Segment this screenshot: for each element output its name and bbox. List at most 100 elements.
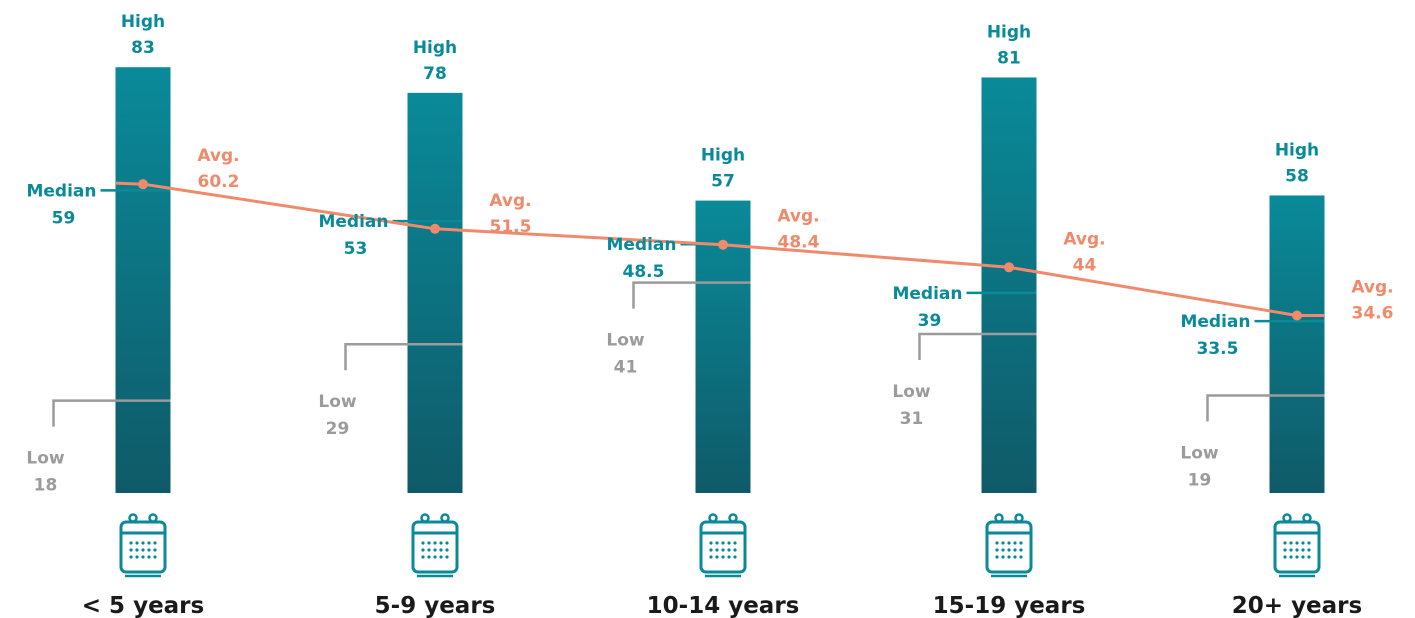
calendar-icon-ring: [1014, 513, 1024, 523]
calendar-icon-dot: [433, 541, 437, 545]
high-value-5-years: 83: [131, 38, 155, 58]
low-bracket-10-14-years: [632, 281, 751, 309]
avg-value-5-9-years: 51.5: [490, 217, 532, 237]
calendar-icon-dot: [727, 541, 731, 545]
category-label-15-19-years: 15-19 years: [933, 593, 1086, 618]
calendar-icon-dot: [141, 555, 145, 559]
avg-value-15-19-years: 44: [1073, 255, 1097, 275]
bar-15-19-years: [981, 77, 1037, 493]
value-labels-layer: High 83 Median 59 Low 18 Avg. 60.2 High 78 Median 5…: [26, 12, 1393, 495]
calendar-icon-dot: [1013, 541, 1017, 545]
calendar-icon-dot: [1307, 541, 1311, 545]
avg-point-20-years: [1292, 310, 1302, 321]
calendar-icon-dot: [733, 541, 737, 545]
high-value-5-9-years: 78: [423, 64, 447, 84]
low-value-15-19-years: 31: [900, 409, 924, 429]
calendar-icon-dot: [709, 541, 713, 545]
median-label-5-years: Median: [26, 181, 96, 201]
low-bracket-15-19-years: [918, 332, 1037, 360]
avg-point-15-19-years: [1004, 262, 1014, 273]
calendar-icon-frame: [985, 520, 1033, 574]
calendar-icon-ring: [440, 513, 450, 523]
median-value-10-14-years: 48.5: [623, 262, 665, 282]
calendar-icon-dot: [733, 548, 737, 552]
calendar-icon-frame: [699, 520, 747, 574]
calendar-icon-dot: [427, 555, 431, 559]
calendar-icon-dot: [1307, 555, 1311, 559]
calendar-icon-dot: [427, 541, 431, 545]
marker-ticks-layer: [52, 189, 1325, 427]
median-value-20-years: 33.5: [1197, 339, 1239, 359]
calendar-icon-dot: [1283, 548, 1287, 552]
calendar-icon-dot: [1013, 548, 1017, 552]
calendar-icon-ring: [148, 513, 158, 523]
calendar-icon-dot: [141, 541, 145, 545]
low-bracket-5-years: [52, 399, 171, 427]
low-value-5-9-years: 29: [326, 419, 350, 439]
calendar-icon-dot: [1019, 555, 1023, 559]
calendar-icon-dot: [1289, 548, 1293, 552]
low-bracket-5-9-years: [344, 342, 463, 371]
calendar-icon-ring: [1282, 513, 1292, 523]
low-bracket-20-years: [1206, 394, 1325, 422]
low-value-10-14-years: 41: [614, 358, 638, 378]
avg-value-20-years: 34.6: [1352, 304, 1394, 324]
low-label-20-years: Low: [1180, 444, 1219, 464]
avg-label-5-9-years: Avg.: [489, 191, 531, 211]
calendar-icon: [985, 513, 1033, 578]
avg-label-5-years: Avg.: [197, 146, 239, 166]
calendar-icon-dot: [135, 555, 139, 559]
calendar-icon-dot: [439, 548, 443, 552]
bar-5-years: [115, 67, 171, 494]
calendar-icon-dot: [147, 548, 151, 552]
calendar-icon-dot: [1019, 541, 1023, 545]
calendar-icon-dot: [727, 555, 731, 559]
calendar-icon-frame: [1273, 520, 1321, 574]
calendar-icon: [411, 513, 459, 578]
low-label-10-14-years: Low: [606, 331, 645, 351]
category-label-5-years: < 5 years: [82, 593, 204, 618]
calendar-icon: [119, 513, 167, 578]
high-value-20-years: 58: [1285, 166, 1309, 186]
calendar-icon-dot: [1295, 541, 1299, 545]
calendar-icon-dot: [995, 548, 999, 552]
calendar-icon: [1273, 513, 1321, 578]
calendar-icon-ring: [728, 513, 738, 523]
avg-label-20-years: Avg.: [1351, 278, 1393, 298]
calendar-icon-dot: [153, 541, 157, 545]
calendar-icon-dot: [721, 541, 725, 545]
bar-5-9-years: [407, 92, 463, 494]
bars-layer: [115, 67, 1325, 494]
category-label-5-9-years: 5-9 years: [375, 593, 496, 618]
calendar-icon-dot: [129, 555, 133, 559]
high-label-5-years: High: [121, 12, 165, 32]
calendar-icon-dot: [715, 541, 719, 545]
calendar-icon-dot: [733, 555, 737, 559]
median-value-5-9-years: 53: [344, 239, 368, 259]
calendar-icon-dot: [1301, 555, 1305, 559]
calendar-icon-dot: [1301, 548, 1305, 552]
low-value-20-years: 19: [1188, 471, 1212, 491]
median-label-5-9-years: Median: [318, 212, 388, 232]
calendar-icon-dot: [147, 555, 151, 559]
median-value-15-19-years: 39: [918, 311, 942, 331]
calendar-icon-frame: [411, 520, 459, 574]
calendar-icon-dot: [135, 541, 139, 545]
calendar-icon-dot: [1295, 548, 1299, 552]
calendar-icon-dot: [1283, 555, 1287, 559]
calendar-icon-dot: [445, 541, 449, 545]
calendar-icon-dot: [1013, 555, 1017, 559]
high-label-5-9-years: High: [413, 38, 457, 58]
calendar-icon-dot: [1283, 541, 1287, 545]
calendar-icon: [699, 513, 747, 578]
calendar-icons-layer: [119, 513, 1321, 578]
bar-20-years: [1269, 195, 1325, 493]
calendar-icon-dot: [715, 555, 719, 559]
low-label-5-years: Low: [26, 449, 65, 469]
calendar-icon-dot: [721, 548, 725, 552]
calendar-icon-dot: [421, 548, 425, 552]
average-line-layer: [115, 179, 1324, 321]
category-label-10-14-years: 10-14 years: [647, 593, 800, 618]
high-label-10-14-years: High: [701, 146, 745, 166]
